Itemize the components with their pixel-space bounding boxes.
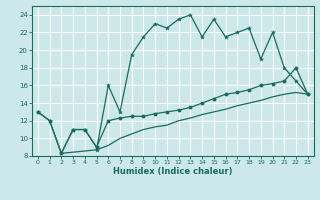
- X-axis label: Humidex (Indice chaleur): Humidex (Indice chaleur): [113, 167, 233, 176]
